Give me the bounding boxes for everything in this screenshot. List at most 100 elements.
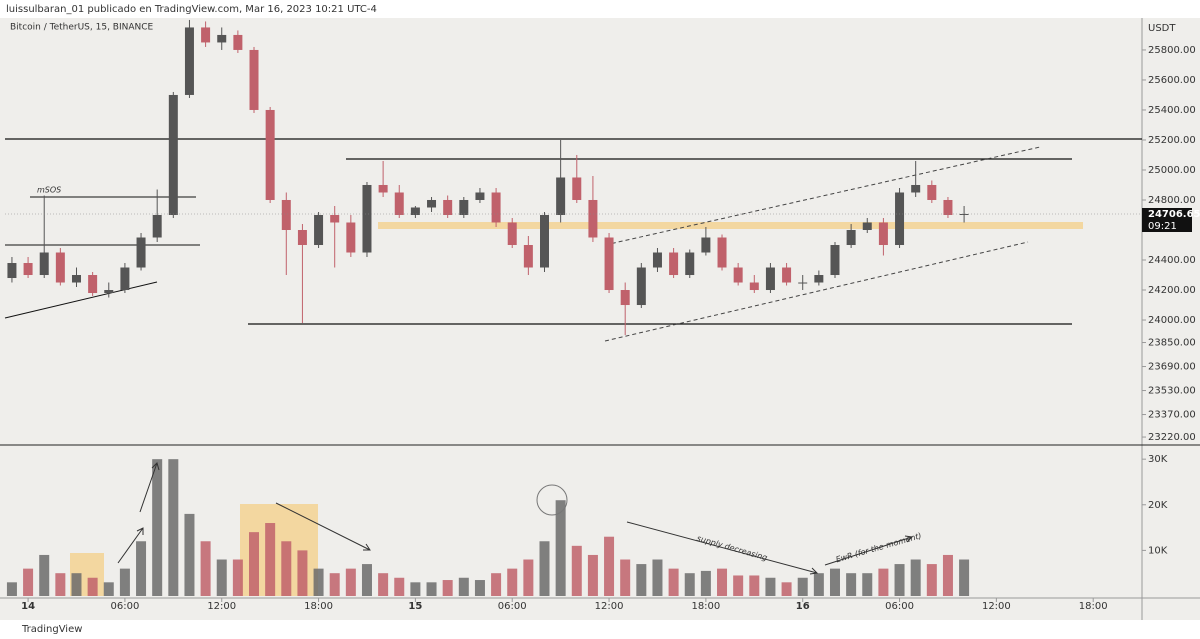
candle-body — [362, 184, 372, 253]
candle-body — [23, 263, 33, 276]
candle-body — [120, 267, 130, 291]
y-tick-label: 25600.00 — [1148, 75, 1196, 86]
arrow — [626, 521, 819, 575]
candle-body — [168, 94, 178, 215]
volume-bar — [797, 577, 808, 596]
price-tag: 24706.65 09:21 — [1142, 207, 1200, 232]
candle-body — [491, 192, 501, 223]
volume-bar — [668, 568, 679, 596]
x-tick-label: 12:00 — [982, 601, 1011, 612]
y-tick-label: 24000.00 — [1148, 315, 1196, 326]
volume-bar — [394, 577, 405, 596]
candle-body — [475, 192, 485, 200]
volume-bar — [87, 577, 98, 596]
volume-bar — [959, 559, 970, 596]
price-tag-box — [1142, 207, 1192, 232]
volume-bar — [410, 582, 421, 596]
volume-bar — [652, 559, 663, 596]
candle-body — [394, 192, 404, 215]
annotation: mSOS — [37, 186, 61, 195]
candle-body — [814, 275, 824, 283]
volume-bar — [103, 582, 114, 596]
candle-body — [717, 237, 727, 268]
volume-bar — [136, 541, 147, 596]
currency: USDT — [1148, 23, 1176, 34]
volume-bar — [555, 500, 566, 596]
volume-bar — [232, 559, 243, 596]
x-tick-label: 06:00 — [110, 601, 139, 612]
volume-bar — [636, 564, 647, 596]
candle-body — [572, 177, 582, 200]
x-tick-label: 06:00 — [498, 601, 527, 612]
volume-bar — [442, 580, 453, 596]
candle-body — [895, 192, 905, 246]
symbol: Bitcoin / TetherUS, 15, BINANCE — [10, 23, 154, 33]
footer-logo: TradingView — [21, 624, 82, 635]
highlight-circle — [536, 484, 568, 516]
x-tick-label: 16 — [796, 601, 810, 612]
candle-body — [862, 222, 872, 230]
candle-body — [911, 184, 921, 193]
volume-bar — [249, 532, 260, 596]
volume-bar — [313, 568, 324, 596]
volume-bar — [119, 568, 130, 596]
y-tick-label: 25200.00 — [1148, 135, 1196, 146]
volume-bar — [152, 459, 163, 596]
candle-body — [749, 282, 759, 291]
candle-body — [314, 214, 324, 246]
candle-body — [55, 252, 65, 283]
volume-bar — [910, 559, 921, 596]
x-tick-label: 14 — [21, 601, 35, 612]
volume-bar — [507, 568, 518, 596]
arrow — [117, 527, 144, 564]
volume-bar — [733, 575, 744, 596]
volume-bar — [749, 575, 760, 596]
volume-bar — [604, 536, 615, 596]
candle-body — [427, 199, 437, 208]
candle-body — [184, 27, 194, 95]
volume-bar — [765, 577, 776, 596]
channel-line — [604, 146, 1041, 246]
candle-body — [636, 267, 646, 306]
y-tick-label: 24800.00 — [1148, 195, 1196, 206]
x-tick-label: 12:00 — [595, 601, 624, 612]
volume-bar — [717, 568, 728, 596]
candle-body — [927, 184, 937, 200]
arrow — [824, 535, 914, 566]
volume-bar — [781, 582, 792, 596]
volume-bar — [587, 554, 598, 596]
volume-bar — [200, 541, 211, 596]
candle-body — [782, 267, 792, 283]
footer-bar — [0, 620, 1200, 639]
x-tick-label: 12:00 — [207, 601, 236, 612]
candle-body — [297, 229, 307, 246]
volume-bar — [23, 568, 34, 596]
candle-body — [88, 275, 98, 294]
volume-bar — [265, 523, 276, 596]
candle-body — [685, 252, 695, 276]
candle-body — [443, 199, 453, 215]
volume-bar — [345, 568, 356, 596]
candle-body — [249, 49, 259, 110]
trend-line — [4, 281, 158, 319]
arrow — [275, 502, 371, 551]
candle-body — [830, 245, 840, 276]
y-tick-label: 24200.00 — [1148, 285, 1196, 296]
candle-body — [604, 237, 614, 291]
volume-bar — [361, 564, 372, 596]
candle-body — [233, 34, 243, 50]
volume-bar — [700, 570, 711, 596]
y-tick-label: 20K — [1148, 500, 1168, 511]
candle-body — [959, 213, 969, 215]
candle-body — [152, 214, 162, 238]
volume-bar — [942, 554, 953, 596]
y-tick-label: 25400.00 — [1148, 105, 1196, 116]
candle-body — [798, 282, 808, 284]
candle-body — [136, 237, 146, 268]
volume-bar — [168, 459, 179, 596]
support-band — [378, 222, 1083, 229]
candle-body — [588, 199, 598, 238]
arrows — [117, 462, 914, 575]
volume-bar — [926, 564, 937, 596]
